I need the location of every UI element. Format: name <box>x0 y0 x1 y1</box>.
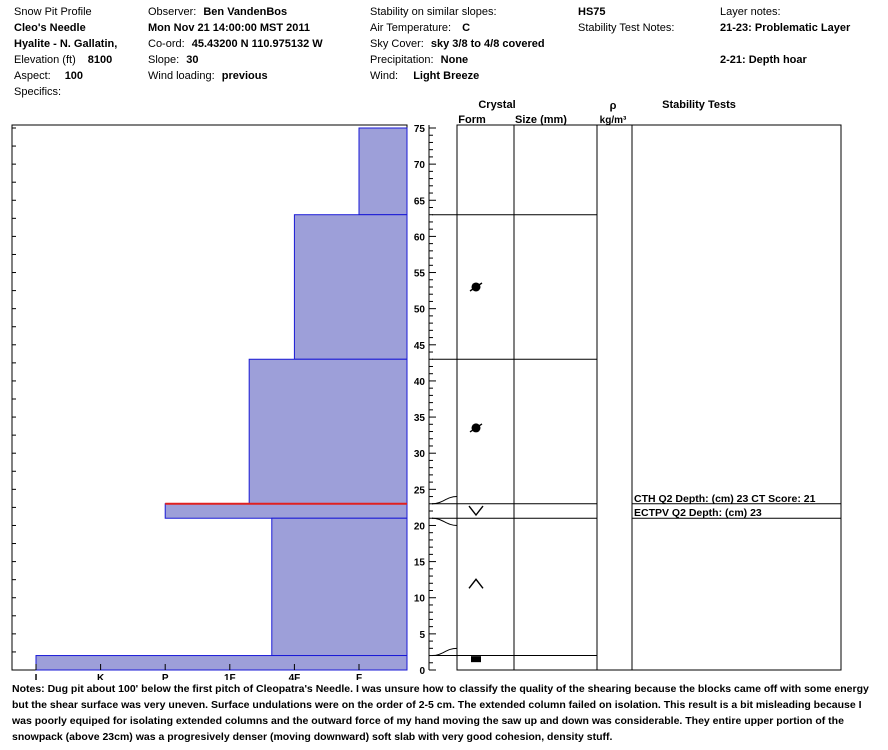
notes-label: Notes: <box>12 683 45 695</box>
observer-value: Ben VandenBos <box>203 6 288 18</box>
layer-connector <box>431 496 458 505</box>
hardness-layer-bar <box>35 655 408 671</box>
area-name: Hyalite - N. Gallatin, <box>14 38 118 50</box>
wind-value: Light Breeze <box>413 70 480 82</box>
observer-label: Observer: <box>148 6 197 18</box>
size-column-header: Size (mm) <box>515 114 567 126</box>
hardness-tick-label: 4F <box>289 673 301 680</box>
rounded-grain-stroke <box>469 423 483 433</box>
hardness-tick-label: P <box>162 673 169 680</box>
stability-test-2: ECTPV Q2 Depth: (cm) 23 <box>634 507 762 519</box>
air-temp-value: C <box>462 22 471 34</box>
air-temp-label: Air Temperature: <box>370 22 452 34</box>
sky-label: Sky Cover: <box>370 38 424 50</box>
hardness-layer-bar <box>164 503 408 519</box>
aspect-label: Aspect: <box>14 70 51 82</box>
hardness-tick-label: K <box>97 673 105 680</box>
depth-hoar-up-symbol <box>468 578 484 589</box>
stability-label: Stability on similar slopes: <box>370 6 497 18</box>
height-tick-label: 45 <box>414 341 426 352</box>
location-name: Cleo's Needle <box>14 22 86 34</box>
profile-title: Snow Pit Profile <box>14 6 92 18</box>
height-tick-label: 50 <box>414 305 426 316</box>
layer-notes-label: Layer notes: <box>720 6 781 18</box>
height-tick-label: 25 <box>414 485 426 496</box>
hardness-layer-bar <box>358 127 408 216</box>
notes-text: Dug pit about 100' below the first pitch… <box>12 683 869 743</box>
layer-connector <box>431 647 458 657</box>
rho-header: ρ <box>610 100 617 112</box>
sky-value: sky 3/8 to 4/8 covered <box>430 38 545 50</box>
height-tick-label: 20 <box>414 521 426 532</box>
depth-hoar-down-symbol <box>468 505 484 517</box>
height-tick-label: 0 <box>419 666 425 677</box>
elevation-label: Elevation (ft) <box>14 54 76 66</box>
ice-layer-symbol <box>471 656 481 663</box>
layer-connector <box>431 517 458 526</box>
layer-note-1: 21-23: Problematic Layer <box>720 22 851 34</box>
specifics-label: Specifics: <box>14 86 62 98</box>
slope-label: Slope: <box>148 54 180 66</box>
notes-section: Notes: Dug pit about 100' below the firs… <box>12 681 872 745</box>
precip-label: Precipitation: <box>370 54 434 66</box>
layer-note-2: 2-21: Depth hoar <box>720 54 807 66</box>
hardness-tick-label: 1F <box>224 673 236 680</box>
crystal-column-header: Crystal <box>478 99 515 111</box>
precip-value: None <box>440 54 469 66</box>
height-tick-label: 60 <box>414 232 426 243</box>
hardness-layer-bar <box>248 358 408 505</box>
hardness-tick-label: F <box>356 673 362 680</box>
rounded-grain-stroke <box>469 282 483 292</box>
hardness-layer-bar <box>271 517 408 657</box>
wind-loading-value: previous <box>221 70 268 82</box>
form-column-header: Form <box>458 114 486 126</box>
snow-profile-chart: I K P 1F 4F F 051015202530354045505560657075 … <box>11 99 842 680</box>
hardness-tick-label: I <box>35 673 38 680</box>
slope-value: 30 <box>186 54 199 66</box>
aspect-value: 100 <box>64 70 84 82</box>
height-tick-label: 15 <box>414 558 426 569</box>
hardness-layer-bar <box>293 214 408 360</box>
height-tick-label: 40 <box>414 377 426 388</box>
stability-test-1: CTH Q2 Depth: (cm) 23 CT Score: 21 <box>634 493 816 505</box>
height-tick-label: 55 <box>414 269 426 280</box>
density-column-header: kg/m³ <box>600 115 627 126</box>
observation-date: Mon Nov 21 14:00:00 MST 2011 <box>148 22 311 34</box>
stability-notes-label: Stability Test Notes: <box>578 22 675 34</box>
height-tick-label: 10 <box>414 594 426 605</box>
height-tick-label: 35 <box>414 413 426 424</box>
wind-loading-label: Wind loading: <box>148 70 215 82</box>
height-tick-label: 65 <box>414 196 426 207</box>
height-tick-label: 30 <box>414 449 426 460</box>
snow-height: HS75 <box>578 6 606 18</box>
wind-label: Wind: <box>370 70 399 82</box>
height-tick-label: 70 <box>414 160 426 171</box>
crystal-table-frame <box>456 124 842 671</box>
height-tick-label: 75 <box>414 124 426 135</box>
stability-tests-header: Stability Tests <box>662 99 736 111</box>
height-tick-label: 5 <box>419 630 425 641</box>
elevation-value: 8100 <box>87 54 113 66</box>
coord-value: 45.43200 N 110.975132 W <box>191 38 323 50</box>
coord-label: Co-ord: <box>148 38 185 50</box>
